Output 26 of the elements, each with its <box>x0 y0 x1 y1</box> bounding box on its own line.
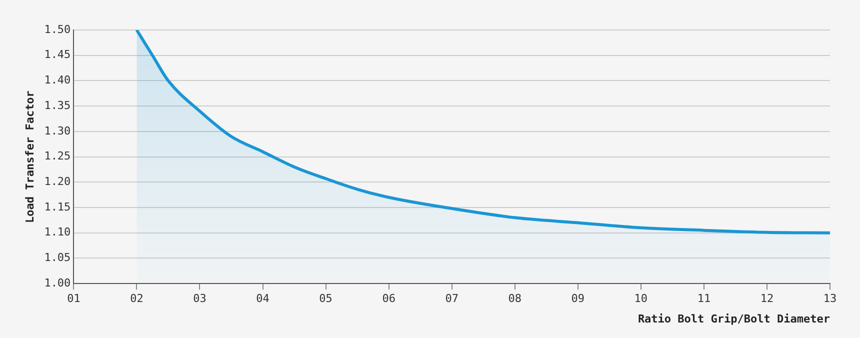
x-tick-label: 05 <box>319 292 332 306</box>
x-axis-title: Ratio Bolt Grip/Bolt Diameter <box>638 312 830 326</box>
y-tick-label: 1.25 <box>44 150 71 163</box>
x-tick-label: 08 <box>508 292 522 306</box>
x-tick-label: 13 <box>823 292 837 306</box>
y-tick-label: 1.30 <box>44 124 71 138</box>
x-tick-label: 03 <box>193 292 206 306</box>
x-tick-label: 06 <box>382 292 396 306</box>
x-tick-label: 09 <box>571 292 585 306</box>
y-tick-label: 1.15 <box>44 200 71 214</box>
y-tick-label: 1.45 <box>44 48 71 62</box>
y-tick-label: 1.05 <box>44 251 71 264</box>
x-tick-label: 01 <box>67 292 80 306</box>
y-tick-label: 1.40 <box>44 74 71 87</box>
x-tick-label: 10 <box>634 292 648 306</box>
y-tick-label: 1.10 <box>44 226 71 239</box>
y-axis-title: Load Transfer Factor <box>23 90 36 224</box>
x-tick-label: 07 <box>445 292 458 306</box>
x-tick-label: 02 <box>130 292 144 306</box>
y-tick-label: 1.00 <box>44 276 71 290</box>
y-tick-label: 1.35 <box>44 98 71 112</box>
x-tick-label: 11 <box>697 292 711 306</box>
x-tick-label: 04 <box>256 292 270 306</box>
x-tick-label: 12 <box>760 292 774 306</box>
y-tick-label: 1.20 <box>44 175 71 188</box>
y-tick-label: 1.50 <box>44 22 71 36</box>
